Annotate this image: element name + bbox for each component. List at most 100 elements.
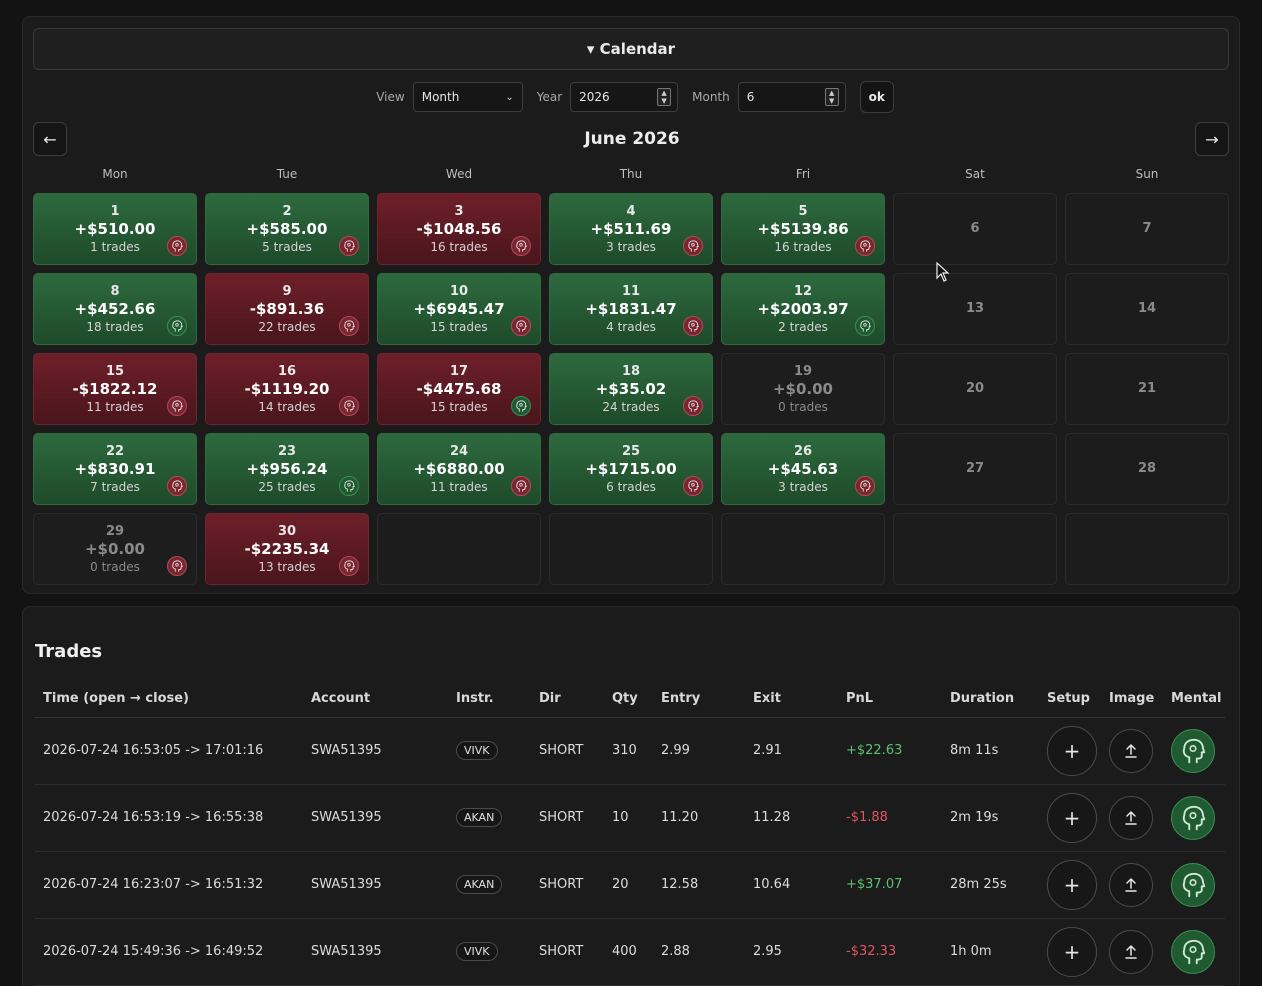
calendar-day-cell[interactable]: 26 +$45.63 3 trades — [721, 433, 885, 505]
calendar-day-cell[interactable]: 15 -$1822.12 11 trades — [33, 353, 197, 425]
column-header-image[interactable]: Image — [1101, 681, 1163, 718]
prev-month-button[interactable]: ← — [33, 122, 67, 156]
mental-state-icon[interactable] — [167, 476, 187, 496]
mental-state-icon[interactable] — [683, 396, 703, 416]
mental-state-icon[interactable] — [511, 396, 531, 416]
upload-image-button[interactable] — [1109, 728, 1153, 773]
calendar-day-cell[interactable]: 23 +$956.24 25 trades — [205, 433, 369, 505]
day-number: 22 — [105, 444, 125, 459]
mental-state-icon[interactable] — [339, 556, 359, 576]
calendar-day-cell[interactable]: 24 +$6880.00 11 trades — [377, 433, 541, 505]
mental-state-icon[interactable] — [855, 316, 875, 336]
mental-state-icon[interactable] — [511, 236, 531, 256]
view-select[interactable]: Month ⌄ — [412, 82, 523, 112]
upload-image-button[interactable] — [1109, 929, 1153, 974]
mental-state-icon[interactable] — [855, 236, 875, 256]
mental-state-icon[interactable] — [683, 476, 703, 496]
column-header-direction[interactable]: Dir — [531, 681, 604, 718]
calendar-day-cell[interactable]: 2 +$585.00 5 trades — [205, 193, 369, 265]
column-header-instrument[interactable]: Instr. — [448, 681, 531, 718]
day-number: 23 — [277, 444, 297, 459]
column-header-mental[interactable]: Mental — [1163, 681, 1225, 718]
arrow-right-icon: → — [1205, 129, 1219, 149]
mental-state-icon[interactable] — [511, 476, 531, 496]
calendar-day-cell[interactable]: 9 -$891.36 22 trades — [205, 273, 369, 345]
mental-state-button[interactable] — [1171, 862, 1215, 907]
mental-state-icon[interactable] — [511, 316, 531, 336]
ok-button[interactable]: ok — [859, 81, 894, 113]
add-setup-button[interactable]: + — [1047, 926, 1097, 977]
mental-state-icon[interactable] — [167, 316, 187, 336]
column-header-exit[interactable]: Exit — [745, 681, 838, 718]
calendar-day-cell[interactable]: 29 +$0.00 0 trades — [33, 513, 197, 585]
column-header-setup[interactable]: Setup — [1039, 681, 1101, 718]
month-stepper-icon[interactable]: ▲ ▼ — [824, 88, 839, 106]
mental-state-icon[interactable] — [167, 396, 187, 416]
column-header-time[interactable]: Time (open → close) — [35, 681, 303, 718]
calendar-day-cell[interactable]: 21 — [1065, 353, 1229, 425]
calendar-day-cell[interactable]: 25 +$1715.00 6 trades — [549, 433, 713, 505]
day-number: 12 — [793, 284, 813, 299]
calendar-day-cell[interactable]: 20 — [893, 353, 1057, 425]
mental-state-icon[interactable] — [339, 396, 359, 416]
calendar-day-cell[interactable]: 27 — [893, 433, 1057, 505]
mental-cell — [1163, 784, 1225, 852]
calendar-day-cell[interactable]: 18 +$35.02 24 trades — [549, 353, 713, 425]
column-header-entry[interactable]: Entry — [653, 681, 745, 718]
calendar-day-cell[interactable]: 17 -$4475.68 15 trades — [377, 353, 541, 425]
calendar-toggle-header[interactable]: ▾ Calendar — [33, 28, 1229, 70]
column-header-pnl[interactable]: PnL — [838, 681, 942, 718]
mental-state-icon[interactable] — [683, 236, 703, 256]
day-trade-count: 18 trades — [86, 320, 144, 334]
calendar-day-cell[interactable]: 22 +$830.91 7 trades — [33, 433, 197, 505]
calendar-day-cell[interactable]: 7 — [1065, 193, 1229, 265]
table-row[interactable]: 2026-07-24 16:23:07 -> 16:51:32 SWA51395 A… — [35, 851, 1225, 919]
calendar-day-cell[interactable]: 5 +$5139.86 16 trades — [721, 193, 885, 265]
day-number: 6 — [970, 221, 980, 236]
next-month-button[interactable]: → — [1195, 122, 1229, 156]
column-header-qty[interactable]: Qty — [604, 681, 653, 718]
calendar-day-cell[interactable]: 14 — [1065, 273, 1229, 345]
add-setup-button[interactable]: + — [1047, 725, 1097, 776]
add-setup-button[interactable]: + — [1047, 859, 1097, 910]
year-stepper-icon[interactable]: ▲ ▼ — [657, 88, 672, 106]
weekday-label: Sat — [965, 167, 985, 181]
mental-state-button[interactable] — [1171, 795, 1215, 840]
table-row[interactable]: 2026-07-24 16:53:19 -> 16:55:38 SWA51395 A… — [35, 784, 1225, 852]
calendar-day-cell[interactable]: 13 — [893, 273, 1057, 345]
calendar-day-cell[interactable]: 8 +$452.66 18 trades — [33, 273, 197, 345]
upload-image-button[interactable] — [1109, 862, 1153, 907]
month-input[interactable]: 6 ▲ ▼ — [737, 82, 846, 112]
mental-state-icon[interactable] — [167, 556, 187, 576]
calendar-day-cell[interactable]: 10 +$6945.47 15 trades — [377, 273, 541, 345]
table-row[interactable]: 2026-07-24 16:53:05 -> 17:01:16 SWA51395 V… — [35, 717, 1225, 785]
trade-exit-cell: 2.95 — [745, 918, 838, 986]
table-row[interactable]: 2026-07-24 15:49:36 -> 16:49:52 SWA51395 V… — [35, 918, 1225, 986]
calendar-day-cell[interactable]: 30 -$2235.34 13 trades — [205, 513, 369, 585]
add-setup-button[interactable]: + — [1047, 792, 1097, 843]
calendar-day-cell[interactable]: 11 +$1831.47 4 trades — [549, 273, 713, 345]
trade-direction: SHORT — [539, 944, 584, 959]
calendar-day-cell[interactable]: 28 — [1065, 433, 1229, 505]
calendar-day-cell[interactable]: 12 +$2003.97 2 trades — [721, 273, 885, 345]
mental-state-icon[interactable] — [167, 236, 187, 256]
mental-state-icon[interactable] — [683, 316, 703, 336]
mental-state-button[interactable] — [1171, 929, 1215, 974]
mental-state-icon[interactable] — [339, 236, 359, 256]
column-header-duration[interactable]: Duration — [942, 681, 1039, 718]
year-input[interactable]: 2026 ▲ ▼ — [570, 82, 679, 112]
calendar-day-cell[interactable]: 19 +$0.00 0 trades — [721, 353, 885, 425]
trade-qty: 400 — [612, 944, 637, 959]
calendar-day-cell[interactable]: 1 +$510.00 1 trades — [33, 193, 197, 265]
mental-state-icon[interactable] — [855, 476, 875, 496]
mental-state-icon[interactable] — [339, 476, 359, 496]
column-header-account[interactable]: Account — [303, 681, 448, 718]
calendar-day-cell[interactable]: 3 -$1048.56 16 trades — [377, 193, 541, 265]
upload-image-button[interactable] — [1109, 795, 1153, 840]
day-trade-count: 2 trades — [778, 320, 828, 334]
calendar-day-cell[interactable]: 6 — [893, 193, 1057, 265]
calendar-day-cell[interactable]: 4 +$511.69 3 trades — [549, 193, 713, 265]
mental-state-icon[interactable] — [339, 316, 359, 336]
mental-state-button[interactable] — [1171, 728, 1215, 773]
calendar-day-cell[interactable]: 16 -$1119.20 14 trades — [205, 353, 369, 425]
